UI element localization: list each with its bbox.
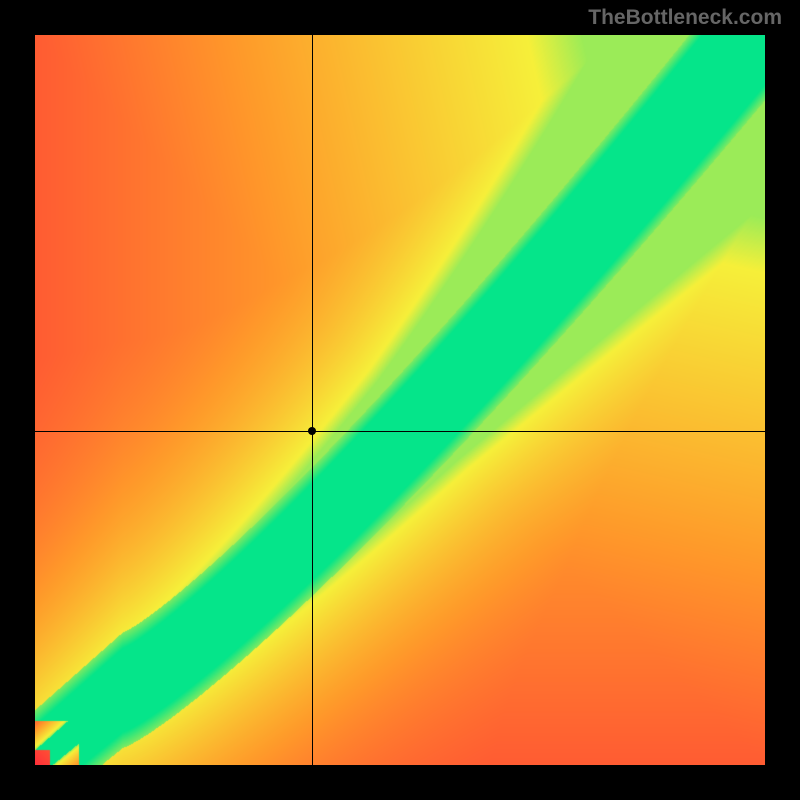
crosshair-vertical <box>312 35 313 765</box>
watermark-text: TheBottleneck.com <box>588 6 782 30</box>
bottleneck-heatmap <box>35 35 765 765</box>
selected-point <box>308 427 316 435</box>
crosshair-horizontal <box>35 431 765 432</box>
